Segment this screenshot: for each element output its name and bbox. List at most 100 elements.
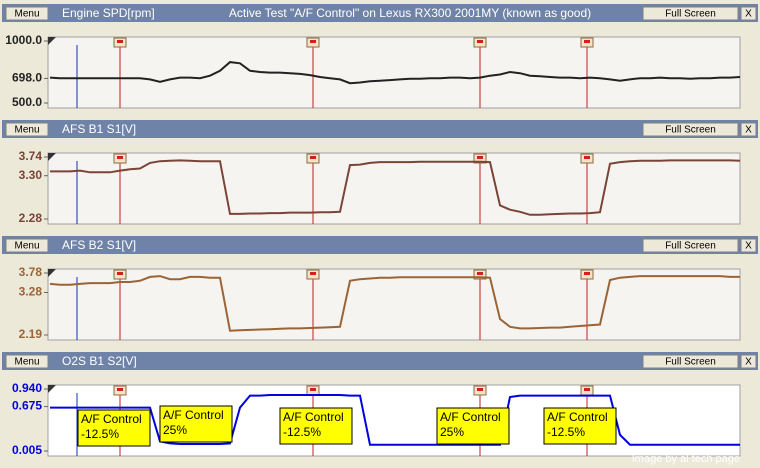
full-screen-button[interactable]: Full Screen (642, 354, 739, 369)
annotation-text: A/F Control (81, 412, 142, 426)
close-button-label[interactable]: X (745, 357, 752, 368)
annotation-box (279, 407, 353, 445)
annotation: A/F Control-12.5% (77, 409, 151, 447)
annotation: A/F Control-12.5% (279, 407, 353, 445)
y-tick-label: 698.0 (12, 71, 42, 85)
menu-button-label[interactable]: Menu (14, 125, 39, 136)
y-tick-label: 3.78 (19, 265, 43, 279)
menu-button-face[interactable] (5, 6, 49, 21)
panel-header (2, 120, 758, 138)
panel-subtitle: Active Test "A/F Control" on Lexus RX300… (229, 6, 591, 20)
menu-button-label[interactable]: Menu (14, 357, 39, 368)
corner-arrow (48, 153, 56, 161)
y-tick-label: 0.675 (12, 399, 42, 413)
annotation-text: -12.5% (547, 425, 585, 439)
close-button-label[interactable]: X (745, 9, 752, 20)
event-flag-mark (477, 40, 483, 43)
full-screen-button[interactable]: Full Screen (642, 122, 739, 137)
event-flag-mark (584, 388, 590, 391)
full-screen-button-face[interactable] (642, 6, 739, 21)
menu-button-label[interactable]: Menu (14, 241, 39, 252)
menu-button[interactable]: Menu (5, 122, 49, 137)
panel-title: AFS B1 S1[V] (62, 122, 136, 136)
close-button-label[interactable]: X (745, 125, 752, 136)
signal-line (49, 275, 740, 332)
y-tick-label: 0.940 (12, 381, 42, 395)
event-flag-mark (477, 272, 483, 275)
full-screen-button[interactable]: Full Screen (642, 238, 739, 253)
full-screen-button-label[interactable]: Full Screen (665, 241, 716, 252)
event-flag-mark (584, 272, 590, 275)
event-flag-mark (477, 156, 483, 159)
annotation-box (436, 407, 510, 445)
panel-header (2, 352, 758, 370)
y-tick-label: 3.74 (19, 149, 43, 163)
signal-line (49, 61, 741, 85)
y-tick-label: 2.19 (19, 327, 43, 341)
full-screen-button-face[interactable] (642, 354, 739, 369)
menu-button-face[interactable] (5, 238, 49, 253)
event-flag-mark (477, 388, 483, 391)
close-button[interactable]: X (740, 122, 757, 137)
corner-arrow (48, 37, 56, 45)
close-button[interactable]: X (740, 6, 757, 21)
corner-arrow (48, 385, 56, 393)
event-flag-mark (310, 40, 316, 43)
close-button[interactable]: X (740, 238, 757, 253)
menu-button-face[interactable] (5, 354, 49, 369)
menu-button[interactable]: Menu (5, 354, 49, 369)
annotation-text: 25% (440, 425, 464, 439)
annotation-box (543, 407, 617, 445)
y-tick-label: 2.28 (19, 211, 43, 225)
y-tick-label: 1000.0 (5, 33, 42, 47)
annotation-box (77, 409, 151, 447)
annotation-text: -12.5% (81, 427, 119, 441)
close-button-face[interactable] (740, 354, 757, 369)
close-button-face[interactable] (740, 6, 757, 21)
event-flag-mark (310, 388, 316, 391)
event-flag-mark (310, 272, 316, 275)
annotation: A/F Control-12.5% (543, 407, 617, 445)
y-tick-label: 3.28 (19, 285, 43, 299)
annotation-text: A/F Control (283, 410, 344, 424)
menu-button[interactable]: Menu (5, 238, 49, 253)
annotation-text: A/F Control (440, 410, 501, 424)
close-button-face[interactable] (740, 122, 757, 137)
annotation-text: -12.5% (283, 425, 321, 439)
panel-header (2, 4, 758, 22)
full-screen-button-face[interactable] (642, 238, 739, 253)
annotation-box (159, 405, 233, 443)
panel-title: O2S B1 S2[V] (62, 354, 137, 368)
menu-button-face[interactable] (5, 122, 49, 137)
event-flag-mark (117, 388, 123, 391)
event-flag-mark (117, 156, 123, 159)
plot-area (47, 268, 741, 341)
plot-area (47, 36, 741, 109)
y-tick-label: 500.0 (12, 95, 42, 109)
plot-area (47, 152, 741, 225)
annotation-text: A/F Control (547, 410, 608, 424)
close-button-face[interactable] (740, 238, 757, 253)
menu-button-label[interactable]: Menu (14, 9, 39, 20)
menu-button[interactable]: Menu (5, 6, 49, 21)
full-screen-button-label[interactable]: Full Screen (665, 9, 716, 20)
full-screen-button[interactable]: Full Screen (642, 6, 739, 21)
panel-header (2, 236, 758, 254)
full-screen-button-face[interactable] (642, 122, 739, 137)
full-screen-button-label[interactable]: Full Screen (665, 357, 716, 368)
event-flag-mark (584, 40, 590, 43)
event-flag-mark (310, 156, 316, 159)
annotation-text: 25% (163, 423, 187, 437)
close-button-label[interactable]: X (745, 241, 752, 252)
y-tick-label: 3.30 (19, 168, 43, 182)
close-button[interactable]: X (740, 354, 757, 369)
annotation-text: A/F Control (163, 408, 224, 422)
signal-line (50, 159, 741, 216)
full-screen-button-label[interactable]: Full Screen (665, 125, 716, 136)
corner-arrow (48, 269, 56, 277)
event-flag-mark (117, 40, 123, 43)
event-flag-mark (117, 272, 123, 275)
